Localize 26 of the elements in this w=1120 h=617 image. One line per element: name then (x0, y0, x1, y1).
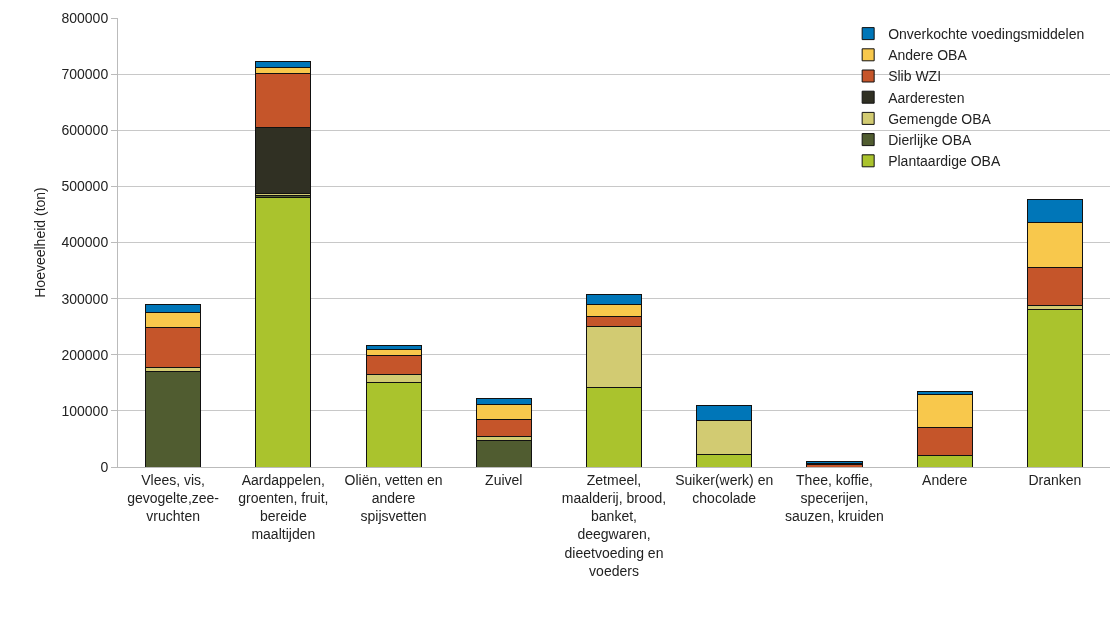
x-tick-label: Oliën, vetten en andere spijsvetten (344, 471, 443, 525)
legend-label: Plantaardige OBA (888, 153, 1001, 170)
y-tick-label: 0 (100, 458, 109, 475)
x-tick-label: Vlees, vis, gevogelte,zee-vruchten (127, 471, 220, 525)
legend-label: Gemengde OBA (888, 110, 992, 127)
x-tick-label: Zetmeel, maalderij, brood, banket, deegwaren, dieetvoeding en voeders (561, 471, 667, 579)
y-tick-label: 300000 (61, 290, 109, 307)
y-tick-label: 100000 (61, 402, 109, 419)
x-tick-label: Andere (922, 471, 968, 488)
x-tick-label: Zuivel (485, 471, 523, 488)
x-tick-label: Dranken (1028, 471, 1082, 488)
legend-label: Andere OBA (888, 47, 968, 64)
legend-label: Onverkochte voedingsmiddelen (888, 26, 1085, 43)
y-tick-label: 700000 (61, 66, 109, 83)
y-tick-label: 500000 (61, 178, 109, 195)
legend-label: Dierlijke OBA (888, 132, 973, 149)
x-tick-label: Aardappelen, groenten, fruit, bereide maaltijden (238, 471, 329, 543)
y-tick-label: 200000 (61, 346, 109, 363)
x-tick-label: Suiker(werk) en chocolade (675, 471, 774, 506)
y-tick-label: 600000 (61, 122, 109, 139)
y-tick-label: 800000 (61, 9, 109, 26)
legend-label: Slib WZI (888, 68, 942, 85)
legend-label: Aarderesten (888, 89, 965, 106)
y-axis-title: Hoeveelheid (ton) (32, 187, 49, 298)
y-tick-label: 400000 (61, 234, 109, 251)
x-tick-label: Thee, koffie, specerijen, sauzen, kruiden (785, 471, 884, 525)
